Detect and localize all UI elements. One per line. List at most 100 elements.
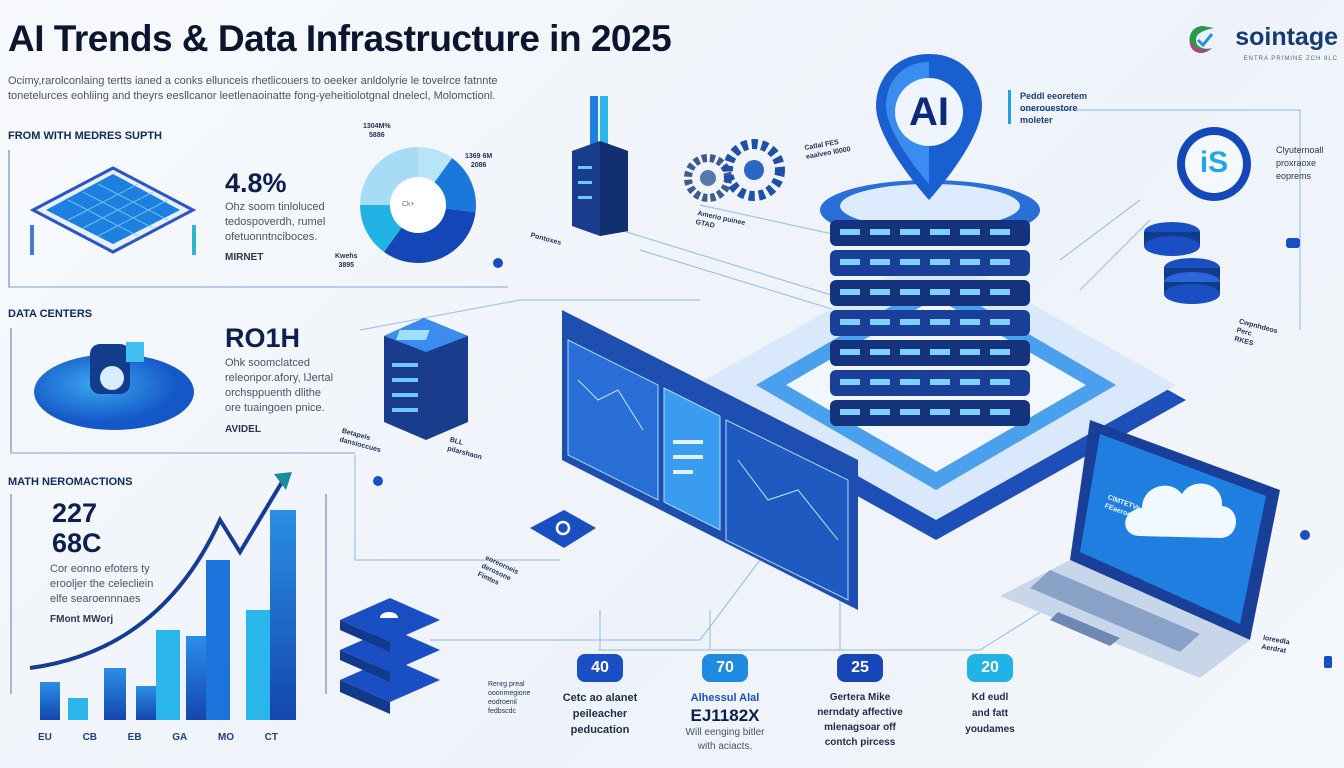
bar	[104, 668, 126, 720]
server-light	[870, 229, 890, 235]
server-light	[930, 409, 950, 415]
ai-pin-label: AI	[909, 90, 949, 134]
server-light	[840, 229, 860, 235]
page-title: AI Trends & Data Infrastructure in 2025	[8, 18, 672, 59]
donut-label: Kwehs	[335, 253, 358, 260]
section-heading: MATH NEROMACTIONS	[8, 476, 133, 488]
desc-line: Ohk soomclatced	[225, 357, 310, 369]
section-divider	[325, 494, 327, 694]
bar	[206, 560, 230, 720]
server-rack-icon	[572, 96, 628, 236]
server-rack-icon	[384, 318, 468, 440]
server-light	[840, 349, 860, 355]
server-light	[870, 319, 890, 325]
server-light	[960, 409, 980, 415]
info-dot-icon[interactable]	[373, 476, 383, 486]
server-light	[900, 259, 920, 265]
server-light	[990, 319, 1010, 325]
server-light	[990, 409, 1010, 415]
server-light	[930, 349, 950, 355]
intro-line: tonetelurces eohliing and theyrs eesllca…	[8, 90, 496, 102]
info-dot-icon[interactable]	[493, 258, 503, 268]
donut-label: 3895	[338, 262, 355, 269]
axis-label: EB	[127, 732, 142, 743]
donut-label: 5886	[369, 132, 385, 139]
server-light	[900, 229, 920, 235]
callout-text: proxraoxe	[1276, 158, 1317, 168]
stat-card: 25 Gertera Mike nerndaty affective mlena…	[800, 654, 920, 750]
donut-label: 1304M%	[363, 123, 391, 130]
ai-pin-icon	[876, 54, 982, 200]
laptop-icon	[1000, 420, 1280, 678]
info-dot-icon[interactable]	[1286, 238, 1300, 248]
callout-text: Peddl eeoretem	[1020, 91, 1088, 101]
callout-text: moleter	[1020, 115, 1053, 125]
badge-label: iS	[1199, 146, 1229, 179]
donut-segment	[383, 205, 476, 263]
stat-line: peducation	[570, 724, 630, 736]
desc-line: releonpor.afory, lJertal	[225, 372, 334, 384]
server-light	[990, 289, 1010, 295]
info-dot-icon[interactable]	[1324, 656, 1332, 668]
donut-label: 1369 6M	[465, 153, 493, 160]
server-light	[900, 349, 920, 355]
stat-line: mlenagsoar off	[824, 722, 896, 733]
server-light	[870, 409, 890, 415]
server-light	[840, 259, 860, 265]
desc-line: Cor eonno efoters ty	[50, 563, 150, 575]
section-frame	[8, 150, 508, 288]
server-light	[900, 379, 920, 385]
chat-bubble-icon	[530, 510, 596, 548]
donut-chart	[360, 147, 476, 263]
database-icon	[340, 598, 440, 714]
bar	[68, 698, 88, 720]
stat-badge: 40	[577, 654, 623, 682]
stat-badge: 25	[837, 654, 883, 682]
server-light	[960, 229, 980, 235]
stat-line: Kd eudl	[971, 692, 1009, 703]
desc-line: orchsppuenth dlithe	[225, 387, 322, 399]
server-light	[960, 379, 980, 385]
stat-badge: 70	[702, 654, 748, 682]
server-light	[840, 319, 860, 325]
info-dot-icon[interactable]	[1300, 530, 1310, 540]
section-tag: AVIDEL	[225, 424, 261, 435]
growth-chart	[29, 472, 296, 720]
stat-line: contch pircess	[824, 737, 896, 748]
server-light	[930, 289, 950, 295]
server-light	[990, 259, 1010, 265]
desc-line: ore tuaingoen pnice.	[225, 402, 325, 414]
dashboard-panels	[562, 310, 858, 610]
stat-line: Will eenging bitler	[685, 727, 765, 738]
logo-name: sointage	[1235, 23, 1338, 51]
section-divider	[10, 494, 12, 694]
callout-text: fedbscdc	[488, 708, 517, 715]
axis-label: CT	[264, 732, 278, 743]
section-tag: MIRNET	[225, 252, 264, 263]
stat-card: 70 Alhessul Alal EJ1182X Will eenging bi…	[670, 654, 780, 754]
server-light	[930, 379, 950, 385]
callout-text: Clyuternoall	[1276, 145, 1324, 155]
server-light	[840, 379, 860, 385]
server-light	[960, 259, 980, 265]
stat-line: with aciacts.	[697, 741, 753, 752]
stat-card: 40 Cetc ao alanet peileacher peducation	[555, 654, 645, 738]
server-light	[870, 289, 890, 295]
logo-icon	[1189, 26, 1214, 53]
server-light	[900, 319, 920, 325]
donut-hole	[390, 177, 446, 233]
desc-line: tedospoverdh, rumel	[225, 216, 326, 228]
section-tag: FMont MWorj	[50, 614, 114, 625]
database-icon	[1144, 222, 1220, 304]
gear-icon	[684, 139, 785, 202]
bar	[246, 610, 270, 720]
intro-line: Ocimy,rarolconlaing tertts ianed a conks…	[8, 75, 498, 87]
axis-label: CB	[82, 732, 98, 743]
stat-title: Alhessul Alal	[690, 692, 760, 704]
server-light	[900, 289, 920, 295]
callout-text: onerouestore	[1020, 103, 1078, 113]
server-light	[930, 319, 950, 325]
accent-bar	[1008, 90, 1011, 124]
stat-line: and fatt	[971, 708, 1009, 719]
desc-line: Ohz soom tinloluced	[225, 201, 325, 213]
